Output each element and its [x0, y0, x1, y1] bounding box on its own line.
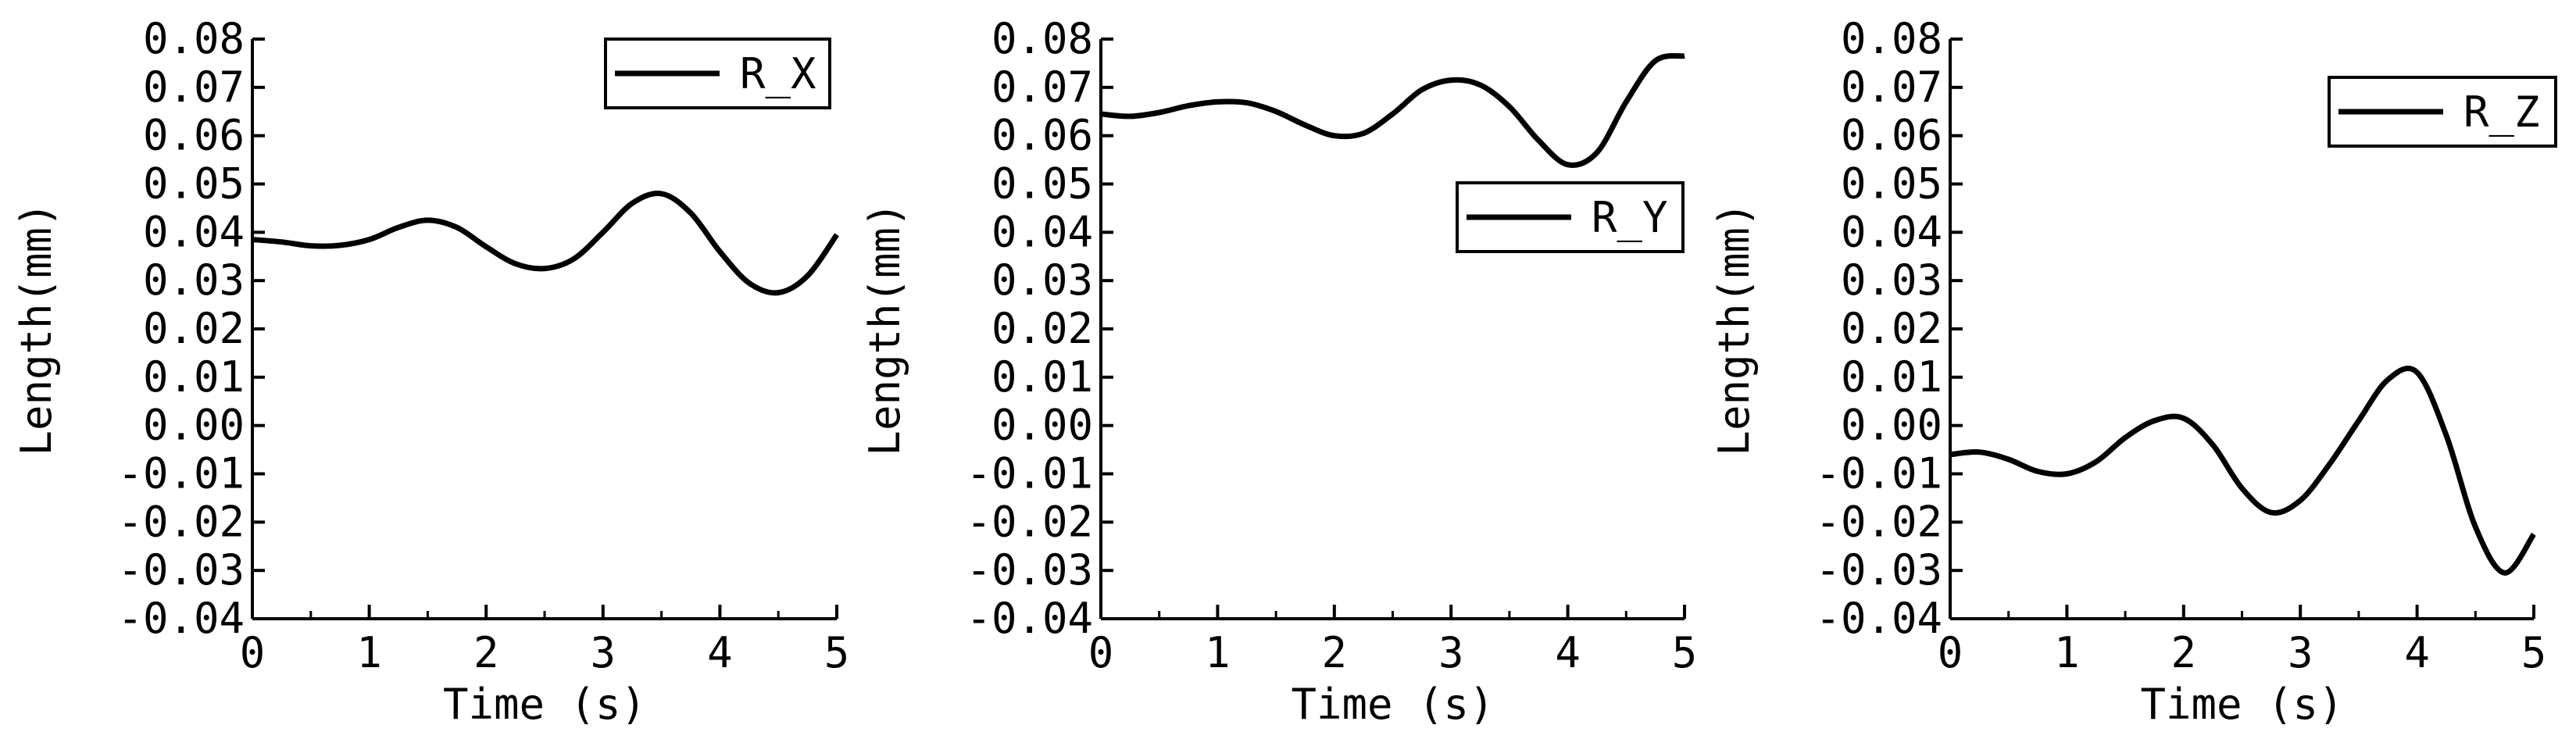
x-tick-label: 0 [240, 628, 266, 677]
y-axis-title: Length(mm) [12, 202, 61, 455]
y-tick-label: -0.04 [1815, 594, 1942, 643]
x-tick-label: 4 [707, 628, 733, 677]
y-tick-label: 0.08 [143, 14, 245, 63]
series-line-r-z [1949, 366, 2536, 576]
y-tick-label: -0.01 [966, 449, 1093, 498]
x-axis-title: Time (s) [2140, 680, 2343, 729]
y-tick-label: 0.03 [143, 255, 245, 305]
x-tick-label: 3 [2288, 628, 2313, 677]
x-tick-label: 3 [1438, 628, 1464, 677]
y-tick-label: 0.07 [1841, 62, 1942, 112]
x-axis-title: Time (s) [443, 680, 646, 729]
chart-panel-1: -0.04-0.03-0.02-0.010.000.010.020.030.04… [12, 14, 849, 729]
y-tick-label: -0.04 [117, 594, 245, 643]
y-tick-label: 0.05 [1841, 159, 1942, 209]
y-tick-label: 0.04 [1841, 207, 1942, 256]
y-tick-label: 0.00 [143, 401, 245, 450]
x-tick-label: 5 [824, 628, 850, 677]
y-tick-label: 0.06 [1841, 111, 1942, 160]
y-tick-label: 0.01 [143, 352, 245, 402]
legend-label: R_Y [1592, 193, 1668, 242]
y-tick-label: 0.06 [143, 111, 245, 160]
legend-label: R_Z [2463, 88, 2540, 137]
y-tick-label: 0.08 [991, 14, 1093, 63]
y-axis-title: Length(mm) [1710, 202, 1759, 455]
legend: R_Y [1456, 181, 1685, 253]
y-axis-title: Length(mm) [860, 202, 909, 455]
series-line-r-y [1100, 52, 1685, 168]
y-tick-label: 0.05 [143, 159, 245, 209]
y-tick-label: 0.08 [1841, 14, 1942, 63]
chart-panel-2: -0.04-0.03-0.02-0.010.000.010.020.030.04… [860, 14, 1697, 729]
y-tick-label: -0.01 [117, 449, 245, 498]
x-tick-label: 2 [1322, 628, 1348, 677]
x-tick-label: 1 [2054, 628, 2080, 677]
y-tick-label: -0.01 [1815, 449, 1942, 498]
y-tick-label: 0.06 [991, 111, 1093, 160]
legend-label: R_X [740, 49, 816, 98]
x-tick-label: 5 [1672, 628, 1698, 677]
y-tick-label: 0.07 [143, 62, 245, 112]
legend: R_X [604, 38, 831, 109]
x-tick-label: 2 [2171, 628, 2197, 677]
y-tick-label: 0.00 [1841, 401, 1942, 450]
y-tick-label: -0.02 [966, 497, 1093, 546]
y-tick-label: 0.01 [991, 352, 1093, 402]
y-tick-label: 0.04 [991, 207, 1093, 256]
y-tick-label: 0.01 [1841, 352, 1942, 402]
y-tick-label: 0.02 [991, 304, 1093, 353]
x-tick-label: 3 [591, 628, 616, 677]
y-tick-label: -0.02 [1815, 497, 1942, 546]
y-tick-label: -0.03 [117, 545, 245, 595]
x-tick-label: 0 [1088, 628, 1114, 677]
chart-panel-3: -0.04-0.03-0.02-0.010.000.010.020.030.04… [1710, 14, 2557, 729]
x-tick-label: 1 [1205, 628, 1231, 677]
y-tick-label: 0.02 [143, 304, 245, 353]
x-tick-label: 5 [2521, 628, 2547, 677]
y-tick-label: -0.04 [966, 594, 1093, 643]
y-tick-label: 0.04 [143, 207, 245, 256]
x-tick-label: 4 [2404, 628, 2430, 677]
y-tick-label: -0.03 [966, 545, 1093, 595]
y-tick-label: -0.03 [1815, 545, 1942, 595]
x-tick-label: 2 [473, 628, 499, 677]
legend: R_Z [2328, 76, 2557, 148]
y-tick-label: 0.07 [991, 62, 1093, 112]
y-tick-label: 0.03 [991, 255, 1093, 305]
x-tick-label: 0 [1938, 628, 1963, 677]
y-tick-label: 0.05 [991, 159, 1093, 209]
x-tick-label: 1 [356, 628, 382, 677]
series-line-r-x [252, 190, 839, 296]
y-tick-label: -0.02 [117, 497, 245, 546]
y-tick-label: 0.02 [1841, 304, 1942, 353]
x-tick-label: 4 [1555, 628, 1581, 677]
x-axis-title: Time (s) [1291, 680, 1494, 729]
y-tick-label: 0.03 [1841, 255, 1942, 305]
y-tick-label: 0.00 [991, 401, 1093, 450]
